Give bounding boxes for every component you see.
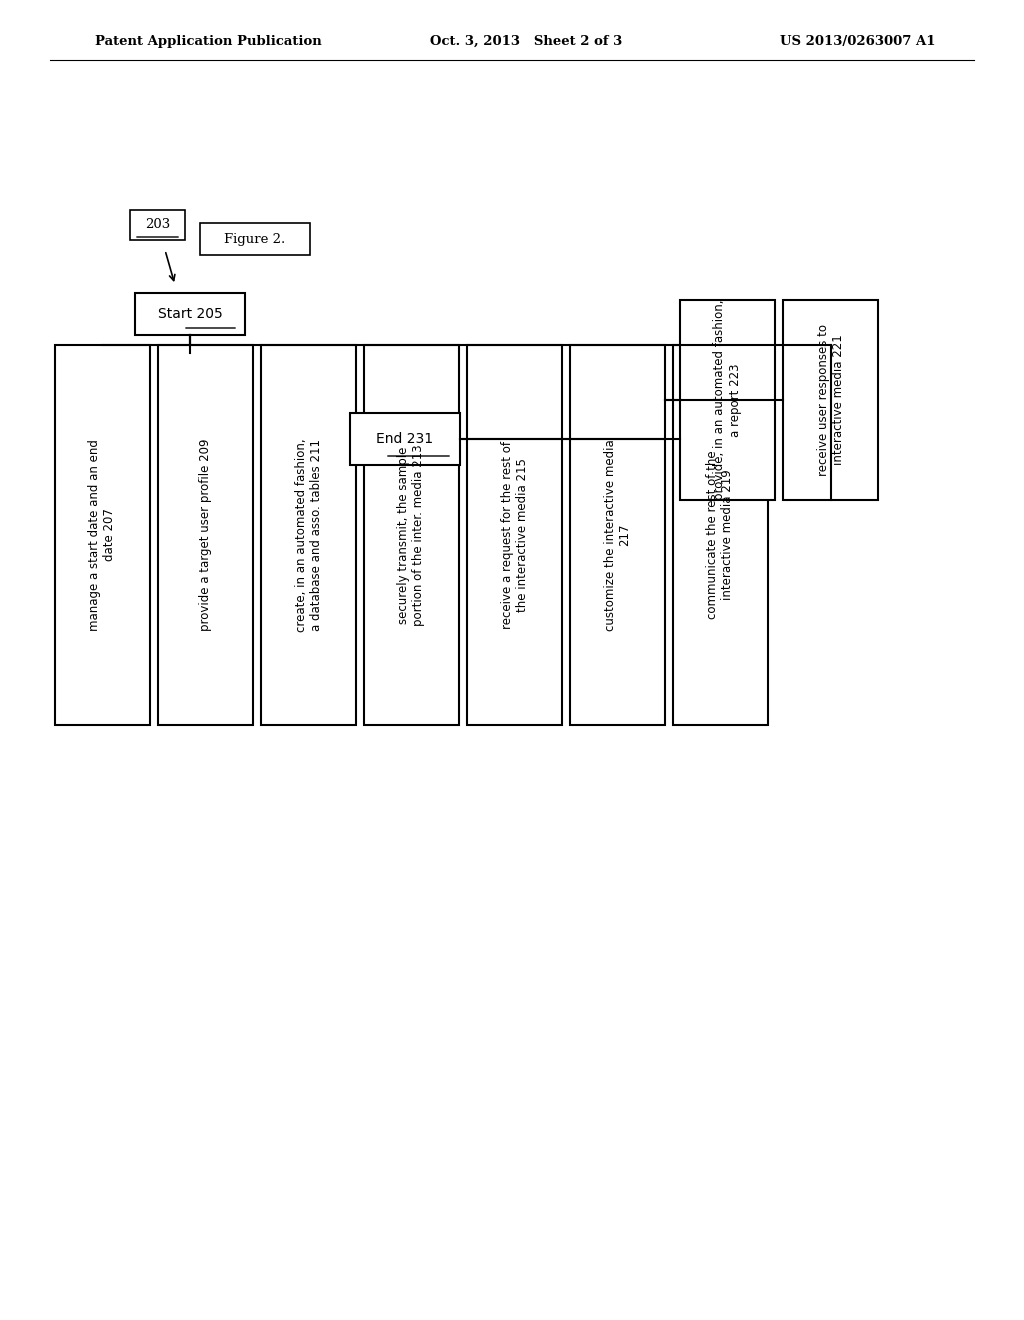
FancyBboxPatch shape	[467, 345, 562, 725]
Text: communicate the rest of the
interactive media 219: communicate the rest of the interactive …	[707, 450, 734, 619]
FancyBboxPatch shape	[261, 345, 356, 725]
Text: 203: 203	[144, 219, 170, 231]
FancyBboxPatch shape	[135, 293, 245, 335]
FancyBboxPatch shape	[350, 413, 460, 465]
FancyBboxPatch shape	[570, 345, 665, 725]
FancyBboxPatch shape	[364, 345, 459, 725]
Text: End 231: End 231	[377, 432, 433, 446]
Text: Oct. 3, 2013   Sheet 2 of 3: Oct. 3, 2013 Sheet 2 of 3	[430, 36, 623, 48]
Text: securely transmit, the sample
portion of the inter. media 213: securely transmit, the sample portion of…	[397, 445, 426, 626]
Text: receive a request for the rest of
the interactive media 215: receive a request for the rest of the in…	[501, 441, 528, 630]
Text: receive user responses to
interactive media 221: receive user responses to interactive me…	[816, 323, 845, 477]
Text: US 2013/0263007 A1: US 2013/0263007 A1	[780, 36, 936, 48]
FancyBboxPatch shape	[680, 300, 775, 500]
Text: Patent Application Publication: Patent Application Publication	[95, 36, 322, 48]
FancyBboxPatch shape	[158, 345, 253, 725]
Text: create, in an automated fashion,
a database and asso. tables 211: create, in an automated fashion, a datab…	[295, 438, 323, 632]
FancyBboxPatch shape	[200, 223, 310, 255]
Text: Start 205: Start 205	[158, 308, 222, 321]
Text: manage a start date and an end
date 207: manage a start date and an end date 207	[88, 440, 117, 631]
FancyBboxPatch shape	[673, 345, 768, 725]
FancyBboxPatch shape	[55, 345, 150, 725]
Text: provide, in an automated fashion,
a report 223: provide, in an automated fashion, a repo…	[714, 300, 741, 500]
FancyBboxPatch shape	[130, 210, 185, 240]
Text: Figure 2.: Figure 2.	[224, 232, 286, 246]
Text: customize the interactive media
217: customize the interactive media 217	[603, 440, 632, 631]
Text: provide a target user profile 209: provide a target user profile 209	[199, 438, 212, 631]
FancyBboxPatch shape	[783, 300, 878, 500]
